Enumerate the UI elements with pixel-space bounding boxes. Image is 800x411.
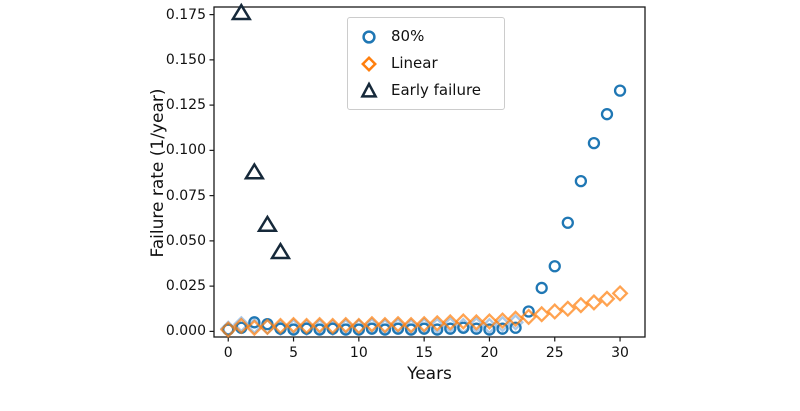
marker-diamond bbox=[533, 305, 551, 323]
marker-diamond bbox=[559, 300, 577, 318]
marker-circle bbox=[287, 323, 300, 336]
marker-circle bbox=[391, 322, 405, 335]
legend-entry-80pct: 80% bbox=[356, 25, 496, 48]
marker-diamond bbox=[376, 316, 394, 334]
marker-circle bbox=[561, 216, 574, 229]
marker-diamond bbox=[467, 313, 485, 331]
marker-diamond bbox=[585, 293, 603, 311]
x-tick-label: 10 bbox=[349, 345, 368, 361]
marker-circle bbox=[444, 322, 457, 335]
marker-diamond bbox=[598, 290, 616, 308]
marker-circle bbox=[574, 174, 588, 188]
marker-diamond bbox=[507, 310, 524, 328]
y-axis-label: Failure rate (1/year) bbox=[148, 88, 168, 258]
marker-circle bbox=[509, 321, 522, 334]
marker-circle bbox=[496, 322, 509, 335]
marker-circle bbox=[248, 316, 261, 329]
marker-triangle bbox=[269, 241, 292, 260]
marker-diamond bbox=[402, 316, 420, 334]
marker-diamond bbox=[337, 316, 355, 334]
x-tick-label: 0 bbox=[223, 345, 233, 361]
legend-label-linear: Linear bbox=[391, 54, 438, 72]
triangle-marker-icon bbox=[360, 80, 378, 98]
plot-frame bbox=[213, 6, 646, 338]
legend: 80% Linear Early failure bbox=[347, 17, 505, 110]
marker-circle bbox=[378, 323, 392, 336]
marker-diamond bbox=[363, 315, 381, 333]
marker-circle bbox=[339, 323, 352, 336]
marker-triangle bbox=[243, 162, 265, 180]
marker-diamond bbox=[441, 313, 459, 331]
x-tick-label: 30 bbox=[611, 345, 629, 361]
marker-diamond bbox=[494, 312, 511, 329]
marker-diamond bbox=[428, 317, 446, 335]
x-tick-label: 5 bbox=[289, 345, 298, 361]
y-tick-label: 0.175 bbox=[165, 6, 206, 23]
marker-circle bbox=[470, 322, 483, 335]
marker-diamond bbox=[232, 317, 250, 335]
marker-diamond bbox=[272, 317, 289, 335]
marker-circle bbox=[587, 136, 601, 150]
y-tick-label: 0.050 bbox=[165, 232, 206, 249]
marker-diamond bbox=[258, 318, 276, 336]
marker-diamond bbox=[311, 316, 329, 334]
marker-diamond bbox=[546, 303, 564, 320]
marker-circle bbox=[352, 323, 365, 336]
x-tick-label: 15 bbox=[415, 345, 434, 361]
marker-diamond bbox=[232, 315, 250, 333]
marker-diamond bbox=[415, 315, 433, 333]
marker-circle bbox=[548, 260, 561, 273]
x-axis-label: Years bbox=[407, 364, 452, 384]
marker-circle bbox=[600, 108, 614, 121]
marker-diamond bbox=[245, 319, 263, 337]
marker-diamond bbox=[285, 316, 302, 334]
marker-circle bbox=[431, 323, 444, 336]
legend-label-early-failure: Early failure bbox=[391, 81, 482, 99]
marker-diamond bbox=[611, 284, 629, 302]
marker-diamond bbox=[520, 308, 538, 326]
marker-diamond bbox=[481, 313, 498, 330]
marker-diamond bbox=[389, 315, 407, 333]
marker-circle bbox=[457, 321, 470, 334]
legend-label-80pct: 80% bbox=[391, 27, 425, 45]
y-tick-label: 0.100 bbox=[165, 142, 206, 159]
marker-diamond bbox=[350, 317, 368, 335]
marker-circle bbox=[222, 323, 235, 336]
marker-circle bbox=[535, 281, 548, 295]
marker-circle bbox=[365, 322, 379, 335]
marker-circle bbox=[613, 84, 627, 97]
y-tick-label: 0.125 bbox=[165, 97, 206, 114]
marker-diamond bbox=[219, 321, 237, 339]
y-tick-label: 0.075 bbox=[165, 187, 206, 204]
marker-diamond bbox=[324, 317, 342, 335]
marker-circle bbox=[404, 323, 418, 336]
marker-diamond bbox=[441, 316, 459, 334]
y-tick-label: 0.000 bbox=[165, 323, 206, 340]
marker-circle bbox=[313, 323, 326, 336]
marker-diamond bbox=[298, 317, 316, 335]
y-tick-label: 0.025 bbox=[165, 278, 206, 295]
y-tick-label: 0.150 bbox=[165, 51, 206, 68]
marker-triangle bbox=[230, 2, 252, 21]
x-tick-label: 25 bbox=[545, 345, 564, 361]
marker-diamond bbox=[467, 316, 485, 334]
x-tick-label: 20 bbox=[480, 345, 499, 361]
marker-circle bbox=[483, 323, 496, 336]
marker-diamond bbox=[428, 314, 446, 332]
marker-triangle bbox=[256, 214, 279, 233]
marker-circle bbox=[417, 322, 431, 335]
diamond-marker-icon bbox=[361, 55, 377, 72]
legend-entry-linear: Linear bbox=[356, 52, 496, 75]
marker-circle bbox=[522, 305, 535, 318]
legend-entry-early-failure: Early failure bbox=[356, 79, 496, 102]
marker-diamond bbox=[572, 296, 590, 314]
marker-diamond bbox=[454, 313, 472, 330]
circle-marker-icon bbox=[362, 29, 376, 44]
